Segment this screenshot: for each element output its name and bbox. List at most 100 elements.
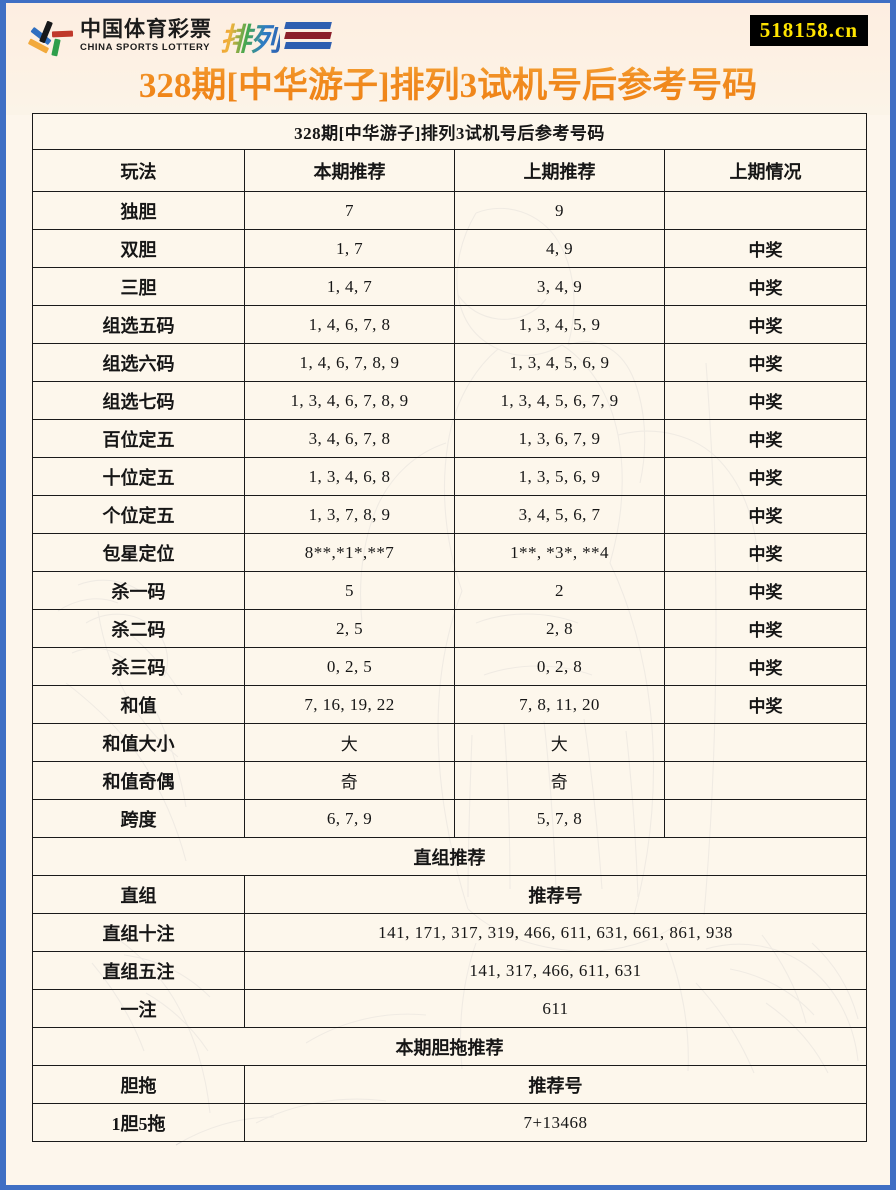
section-heading-dantuo: 本期胆拖推荐 [31,1027,868,1066]
row-previous: 7, 8, 11, 20 [454,685,665,724]
row-previous: 0, 2, 8 [454,647,665,686]
row-current: 1, 7 [244,229,455,268]
row-label: 杀三码 [32,647,245,686]
table-row: 杀二码 2, 5 2, 8 中奖 [32,609,868,648]
row-status: 中奖 [663,381,868,420]
row-label: 百位定五 [32,419,245,458]
page-title: 328期[中华游子]排列3试机号后参考号码 [6,57,890,108]
pailie3-word: 排列 [220,14,281,59]
table-row: 1胆5拖 7+13468 [32,1103,868,1142]
row-previous: 1, 3, 4, 5, 6, 9 [454,343,665,382]
section-header-row-dantuo: 胆拖 推荐号 [32,1065,868,1104]
three-bars-icon [284,19,332,53]
row-label: 和值奇偶 [32,761,245,800]
section-header-row-zhizu: 直组 推荐号 [32,875,868,914]
row-previous: 大 [454,723,665,762]
dantuo-col-value: 推荐号 [243,1065,868,1104]
row-label: 跨度 [32,799,245,838]
row-previous: 4, 9 [454,229,665,268]
row-status: 中奖 [663,685,868,724]
table-row: 一注 611 [32,989,868,1028]
row-previous: 1, 3, 5, 6, 9 [454,457,665,496]
logo-text-en: CHINA SPORTS LOTTERY [80,42,211,54]
zhizu-col-label: 直组 [32,875,245,914]
section-heading-zhizu: 直组推荐 [31,837,868,876]
table-row: 独胆 7 9 [32,191,868,230]
row-status [663,723,868,762]
table-header-row: 玩法 本期推荐 上期推荐 上期情况 [32,149,868,192]
row-label: 双胆 [32,229,245,268]
row-status: 中奖 [663,533,868,572]
row-current: 2, 5 [244,609,455,648]
row-label: 组选五码 [32,305,245,344]
table-row: 和值 7, 16, 19, 22 7, 8, 11, 20 中奖 [32,685,868,724]
row-status: 中奖 [663,419,868,458]
row-previous: 5, 7, 8 [454,799,665,838]
row-label: 1胆5拖 [32,1103,245,1142]
table-row: 跨度 6, 7, 9 5, 7, 8 [32,799,868,838]
row-status: 中奖 [663,229,868,268]
table-row: 组选五码 1, 4, 6, 7, 8 1, 3, 4, 5, 9 中奖 [32,305,868,344]
row-value: 141, 171, 317, 319, 466, 611, 631, 661, … [243,913,868,952]
logo-text-cn: 中国体育彩票 [80,18,212,42]
row-current: 1, 4, 6, 7, 8, 9 [244,343,455,382]
row-previous: 2 [454,571,665,610]
row-status: 中奖 [663,267,868,306]
col-header-previous-result: 上期情况 [663,149,868,192]
row-status [663,761,868,800]
row-previous: 1, 3, 4, 5, 9 [454,305,665,344]
row-current: 7, 16, 19, 22 [244,685,455,724]
row-current: 1, 3, 7, 8, 9 [244,495,455,534]
row-current: 5 [244,571,455,610]
row-label: 组选六码 [32,343,245,382]
row-label: 杀二码 [32,609,245,648]
row-label: 十位定五 [32,457,245,496]
row-current: 7 [244,191,455,230]
table-row: 杀三码 0, 2, 5 0, 2, 8 中奖 [32,647,868,686]
china-sports-lottery-logo: 中国体育彩票 CHINA SPORTS LOTTERY 排列 [27,13,332,59]
table-caption-row: 328期[中华游子]排列3试机号后参考号码 [31,113,868,150]
row-label: 和值大小 [32,723,245,762]
row-label: 包星定位 [32,533,245,572]
row-previous: 2, 8 [454,609,665,648]
row-status [663,191,868,230]
col-header-previous: 上期推荐 [454,149,665,192]
page-header: 中国体育彩票 CHINA SPORTS LOTTERY 排列 518158.cn… [6,3,890,115]
pailie3-logo: 排列 [220,14,332,59]
row-current: 奇 [244,761,455,800]
section-heading-row-dantuo: 本期胆拖推荐 [31,1027,868,1066]
row-previous: 1, 3, 4, 5, 6, 7, 9 [454,381,665,420]
col-header-current: 本期推荐 [244,149,455,192]
forecast-table-wrap: 328期[中华游子]排列3试机号后参考号码 玩法 本期推荐 上期推荐 上期情况 … [31,113,868,1142]
table-row: 和值奇偶 奇 奇 [32,761,868,800]
row-status: 中奖 [663,647,868,686]
row-status: 中奖 [663,495,868,534]
table-row: 百位定五 3, 4, 6, 7, 8 1, 3, 6, 7, 9 中奖 [32,419,868,458]
table-row: 三胆 1, 4, 7 3, 4, 9 中奖 [32,267,868,306]
row-label: 和值 [32,685,245,724]
site-watermark-badge: 518158.cn [749,15,868,47]
row-label: 个位定五 [32,495,245,534]
row-previous: 奇 [454,761,665,800]
col-header-playtype: 玩法 [32,149,245,192]
row-label: 杀一码 [32,571,245,610]
zhizu-col-value: 推荐号 [243,875,868,914]
row-current: 6, 7, 9 [244,799,455,838]
row-status [663,799,868,838]
row-status: 中奖 [663,609,868,648]
row-current: 1, 3, 4, 6, 7, 8, 9 [244,381,455,420]
row-value: 141, 317, 466, 611, 631 [243,951,868,990]
row-status: 中奖 [663,305,868,344]
row-current: 8**,*1*,**7 [244,533,455,572]
row-previous: 3, 4, 9 [454,267,665,306]
table-row: 个位定五 1, 3, 7, 8, 9 3, 4, 5, 6, 7 中奖 [32,495,868,534]
table-row: 十位定五 1, 3, 4, 6, 8 1, 3, 5, 6, 9 中奖 [32,457,868,496]
row-label: 一注 [32,989,245,1028]
row-status: 中奖 [663,571,868,610]
forecast-table: 328期[中华游子]排列3试机号后参考号码 玩法 本期推荐 上期推荐 上期情况 … [31,113,868,1142]
row-current: 1, 3, 4, 6, 8 [244,457,455,496]
row-previous: 1**, *3*, **4 [454,533,665,572]
lottery-sticks-icon [27,15,76,57]
row-current: 1, 4, 6, 7, 8 [244,305,455,344]
